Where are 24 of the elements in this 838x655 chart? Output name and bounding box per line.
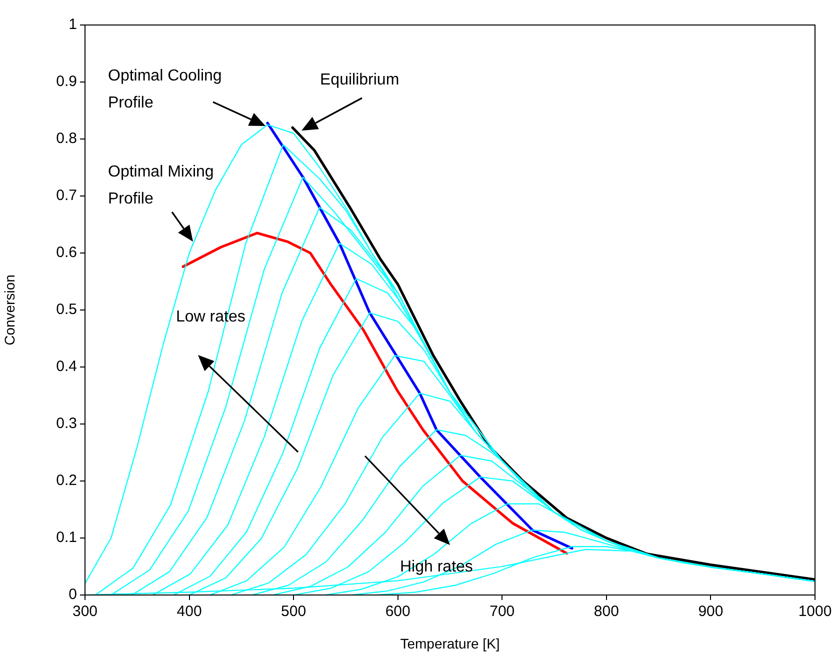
x-tick-label: 1000 — [798, 603, 832, 620]
y-tick-label: 0.9 — [56, 73, 77, 90]
y-tick-label: 0.4 — [56, 358, 77, 376]
y-tick-label: 0.3 — [56, 415, 77, 432]
text: Optimal Mixing Profile — [108, 163, 214, 208]
y-tick-label: 0.2 — [56, 472, 77, 490]
x-axis-title: Temperature [K] — [400, 635, 500, 652]
y-tick-label: 0 — [68, 586, 77, 604]
text: Equilibrium — [320, 71, 400, 88]
text: Optimal Cooling Profile — [108, 67, 222, 112]
x-tick-label: 600 — [385, 603, 410, 620]
y-tick-label: 0.7 — [56, 187, 77, 204]
x-tick-label: 400 — [176, 603, 202, 620]
y-tick-label: 0.6 — [56, 244, 77, 262]
x-tick-label: 800 — [594, 603, 619, 620]
x-tick-label: 900 — [698, 603, 724, 620]
x-tick-label: 700 — [490, 603, 515, 620]
y-tick-label: 0.8 — [56, 130, 77, 148]
y-tick-label: 0.5 — [56, 301, 77, 318]
x-tick-label: 300 — [72, 603, 98, 620]
x-tick-label: 500 — [281, 603, 306, 620]
y-axis-title: Conversion — [1, 274, 18, 346]
y-tick-label: 0.1 — [56, 529, 77, 546]
y-tick-label: 1 — [68, 16, 77, 34]
